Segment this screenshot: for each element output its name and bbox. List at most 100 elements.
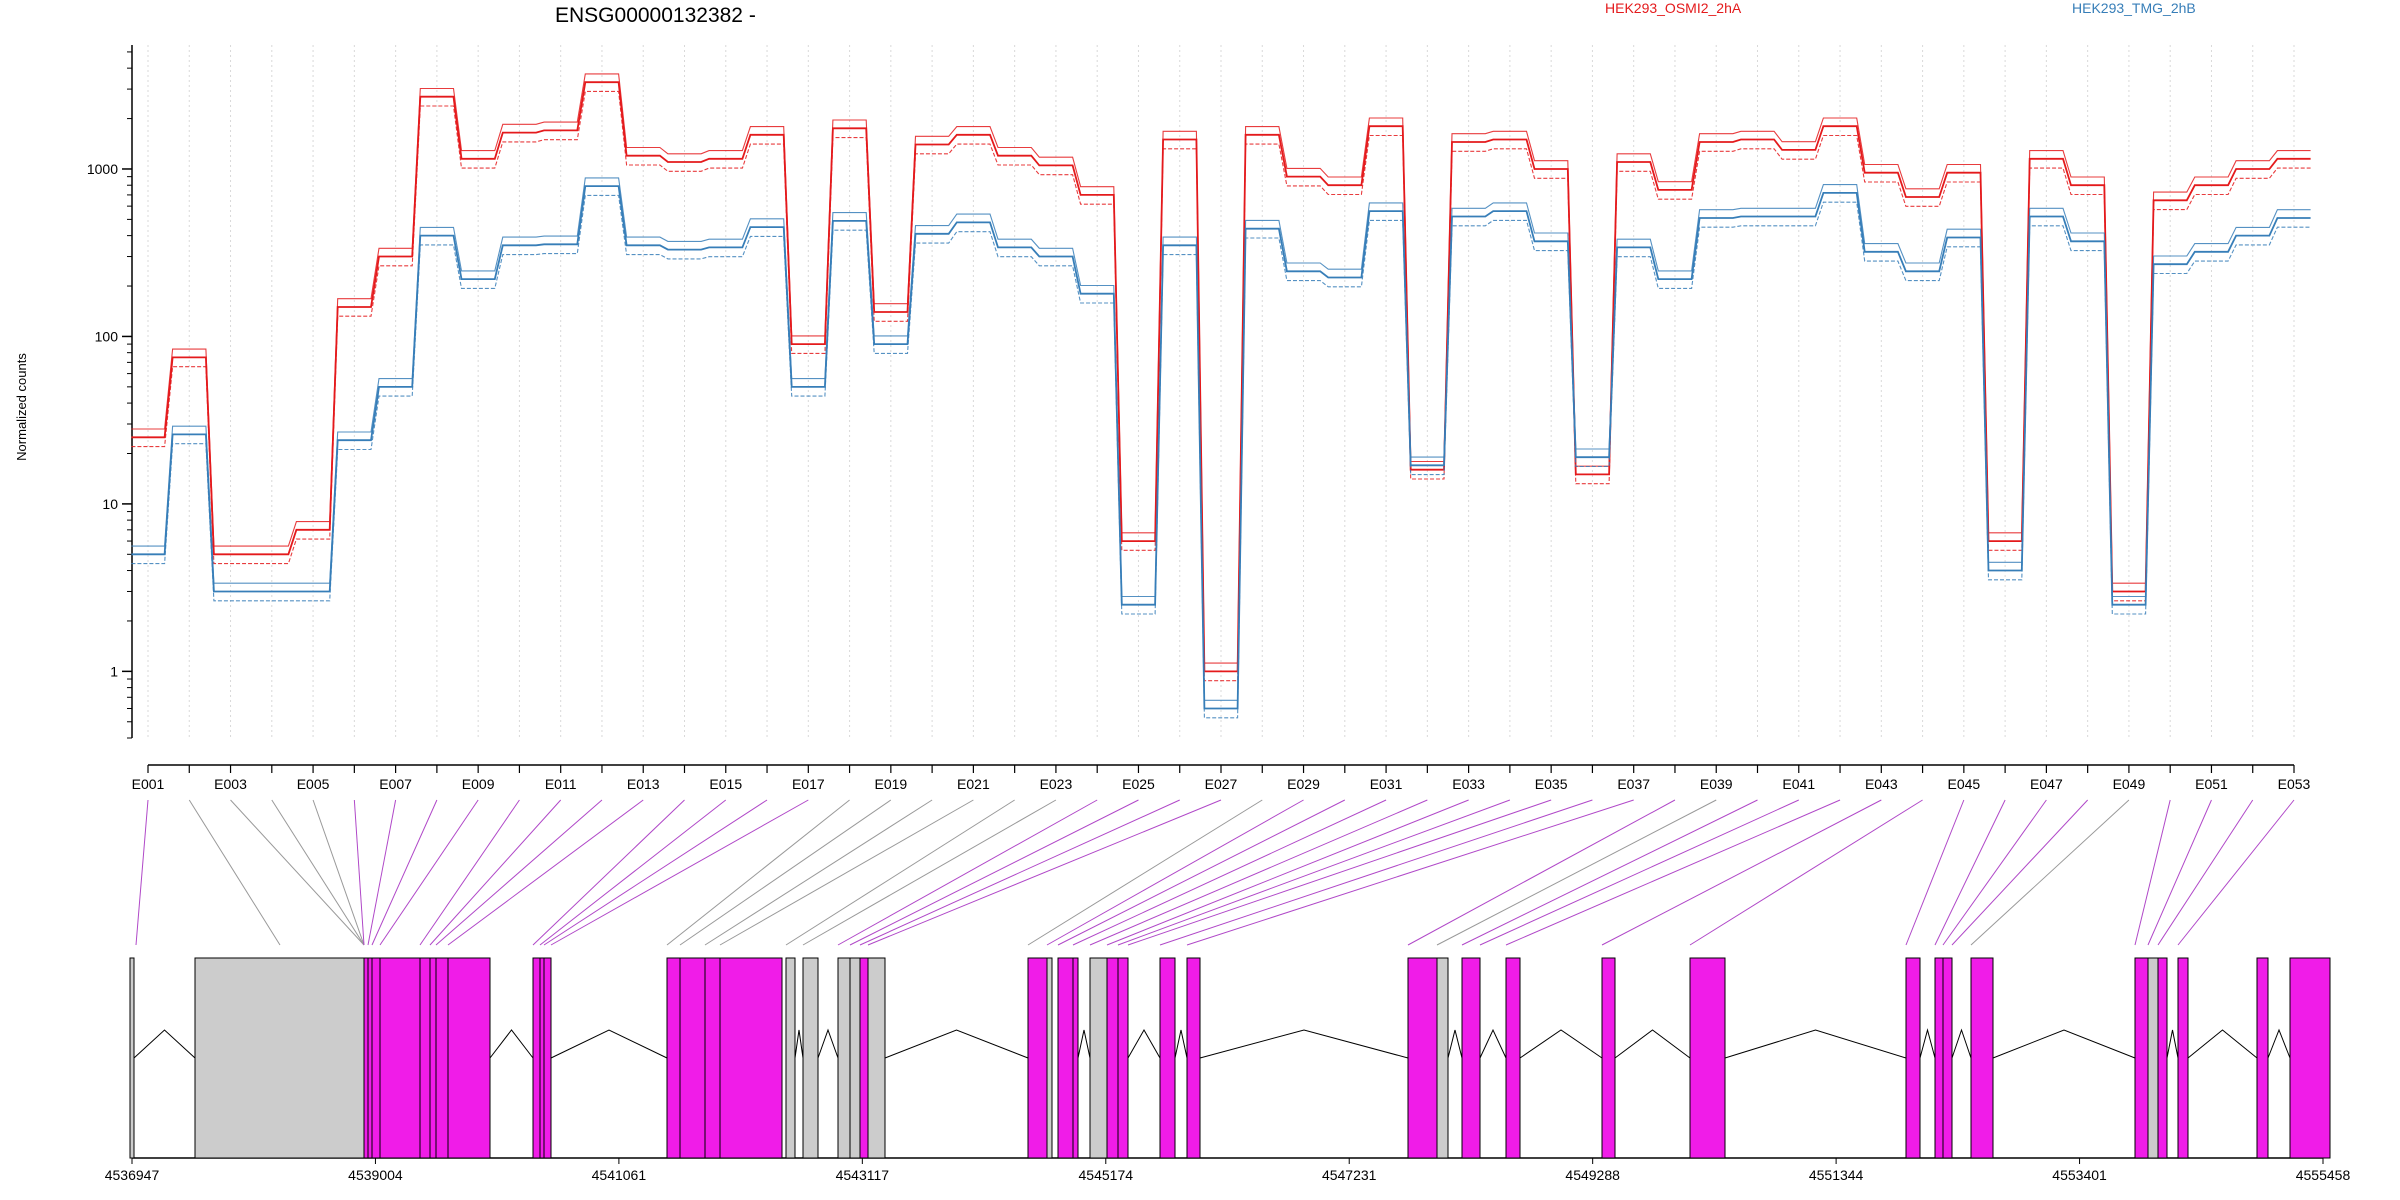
bin-connector (435, 799, 603, 946)
x-tick-label: E047 (2030, 776, 2063, 792)
y-tick-label: 10 (102, 496, 118, 512)
bin-connector (679, 799, 892, 946)
bin-connector (1461, 799, 1758, 946)
x-tick-label: E011 (545, 776, 577, 792)
exon-block-untested (867, 957, 886, 1159)
exon-block-tested (2157, 957, 2168, 1159)
coordinate-label: 4555458 (2296, 1167, 2351, 1183)
x-tick-label: E049 (2113, 776, 2146, 792)
exon-block-tested (363, 957, 369, 1159)
coordinate-label: 4547231 (1322, 1167, 1377, 1183)
bin-connector (867, 799, 1222, 946)
intron-connector (133, 1029, 196, 1059)
exon-block-untested (837, 957, 851, 1159)
x-tick-label: E027 (1205, 776, 1238, 792)
bin-connector (1951, 799, 2089, 946)
exon-block-tested (371, 957, 381, 1159)
exon-block-tested (1942, 957, 1953, 1159)
exon-block-tested (1027, 957, 1048, 1159)
intron-connector (2166, 1029, 2179, 1059)
exon-block-untested (194, 957, 365, 1159)
series-lines (131, 73, 2311, 719)
bin-connector (1942, 799, 2047, 946)
genomic-coordinates: 4536947 4539004 4541061 4543117 4545174 45472… (105, 1158, 2351, 1183)
intron-connector (2267, 1028, 2291, 1059)
exon-block-tested (379, 957, 421, 1159)
exon-block-tested (2177, 957, 2189, 1159)
exon-block-tested (1601, 957, 1616, 1159)
intron-connector (1174, 1029, 1188, 1059)
exon-block-tested (1689, 957, 1726, 1159)
x-tick-label: E013 (627, 776, 660, 792)
exon-block-tested (1905, 957, 1921, 1159)
bin-connector (419, 799, 520, 946)
chart-title: ENSG00000132382 - (555, 4, 756, 27)
series-line-tmg-rep2 (131, 177, 2311, 701)
y-axis: 1 10 100 1000 (87, 45, 133, 739)
x-tick-label: E005 (297, 776, 330, 792)
legend-item-osmi2: HEK293_OSMI2_2hA (1605, 0, 1742, 16)
exon-block-tested (1186, 957, 1201, 1159)
bin-connector (550, 799, 809, 946)
exon-block-tested (704, 957, 721, 1159)
exon-block-tested (429, 957, 437, 1159)
coordinate-label: 4549288 (1565, 1167, 1620, 1183)
exon-block-tested (666, 957, 681, 1159)
intron-connector (550, 1029, 668, 1059)
exon-block-untested (849, 957, 861, 1159)
vertical-gridlines (147, 45, 2295, 738)
x-tick-label: E041 (1782, 776, 1815, 792)
x-tick-label: E039 (1700, 776, 1733, 792)
bin-connector (802, 799, 1057, 946)
exon-block-tested (1407, 957, 1438, 1159)
exon-block-tested (1057, 957, 1074, 1159)
bin-connector (135, 799, 149, 946)
coordinate-label: 4536947 (105, 1167, 160, 1183)
bin-connector (1106, 799, 1469, 946)
bin-connector (230, 799, 365, 946)
exon-block-untested (1089, 957, 1108, 1159)
x-tick-label: E023 (1040, 776, 1073, 792)
intron-connector (1199, 1029, 1409, 1059)
exon-block-untested (785, 957, 796, 1159)
x-tick-label: E035 (1535, 776, 1568, 792)
coordinate-label: 4539004 (348, 1167, 403, 1183)
intron-connector (1951, 1028, 1972, 1059)
series-line-tmg-rep1 (131, 185, 2311, 710)
exon-block-untested (129, 957, 135, 1159)
bin-connector (271, 799, 365, 946)
bin-connector (1407, 799, 1676, 946)
bin-connector (1505, 799, 1841, 946)
y-tick-label: 1000 (87, 161, 118, 177)
bin-connector (1601, 799, 1882, 946)
exon-block-tested (543, 957, 552, 1159)
exon-block-tested (2289, 957, 2331, 1159)
x-axis: E001 E003 E005 E007 E009 E011 E013 E015 E017 E019… (132, 764, 2311, 792)
exon-block-tested (1505, 957, 1521, 1159)
intron-connector (1919, 1028, 1936, 1059)
legend-item-tmg: HEK293_TMG_2hB (2072, 0, 2196, 16)
exon-block-tested (1159, 957, 1176, 1159)
bin-connector (1905, 799, 1965, 946)
x-tick-label: E029 (1287, 776, 1320, 792)
bin-connector (1186, 799, 1634, 946)
bin-connector (532, 799, 685, 946)
exon-block-tested (2134, 957, 2149, 1159)
exon-block-tested (435, 957, 449, 1159)
exon-block-tested (539, 957, 545, 1159)
series-line-tmg-rep3 (131, 194, 2311, 719)
exon-block-untested (802, 957, 819, 1159)
exon-block-tested (679, 957, 706, 1159)
bin-connector (312, 799, 365, 946)
bin-connector (1689, 799, 1923, 946)
exon-block-untested (1436, 957, 1449, 1159)
bin-connector (543, 799, 768, 946)
exon-block-tested (1117, 957, 1129, 1159)
bin-connector (1057, 799, 1346, 946)
coordinate-label: 4545174 (1079, 1167, 1134, 1183)
bin-connector (2134, 799, 2171, 946)
bin-connector (353, 799, 365, 946)
bin-connector (1479, 799, 1799, 946)
bin-connector (666, 799, 850, 946)
intron-connector (1519, 1029, 1603, 1059)
